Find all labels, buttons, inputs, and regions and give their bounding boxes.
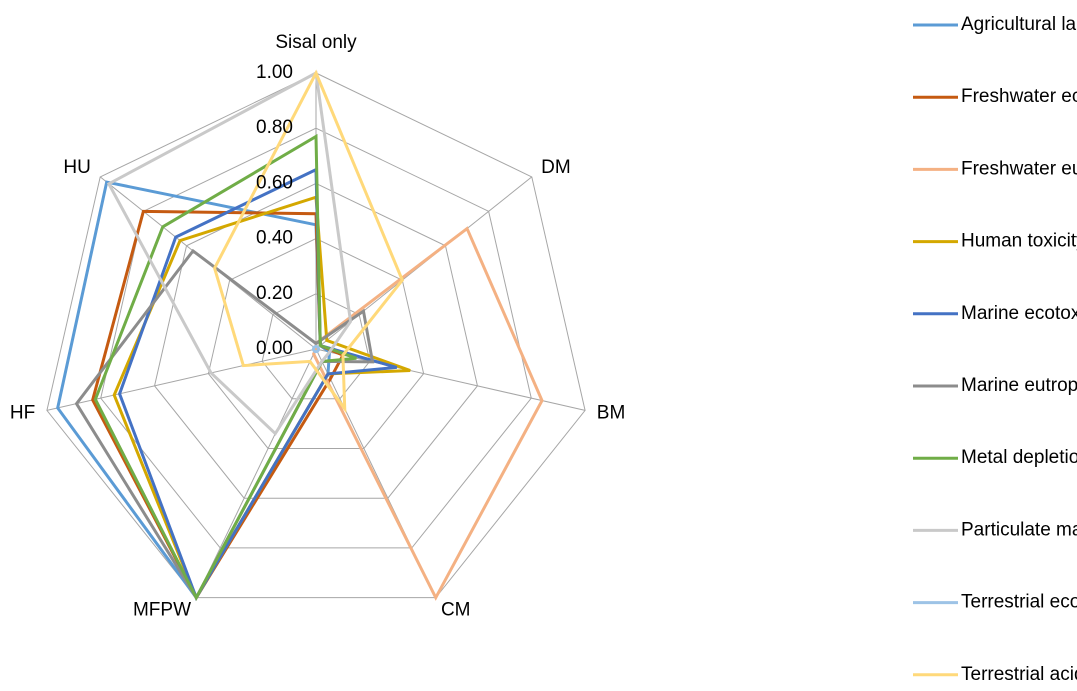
- grid-ring: [154, 182, 478, 499]
- legend-label: Terrestrial ecotoxicity: [961, 592, 1077, 613]
- axis-label: Sisal only: [275, 32, 357, 53]
- series-line: [93, 133, 357, 601]
- axis-label: CM: [441, 599, 471, 620]
- axis-label: HF: [10, 403, 35, 424]
- series-line: [106, 70, 353, 436]
- axis-label: HU: [63, 157, 90, 178]
- r-tick-label: 1.00: [256, 62, 293, 83]
- r-tick-label: 0.20: [256, 283, 293, 304]
- legend-label: Marine eutrophication: [961, 375, 1077, 396]
- legend-label: Marine ecotoxicity: [961, 303, 1077, 324]
- series-line: [311, 226, 544, 601]
- r-tick-label: 0.40: [256, 228, 293, 249]
- r-tick-label: 0.00: [256, 338, 293, 359]
- series-line: [212, 69, 405, 414]
- legend-label: Freshwater eutrophication: [961, 158, 1077, 179]
- r-tick-label: 0.80: [256, 117, 293, 138]
- r-tick-label: 0.60: [256, 172, 293, 193]
- axis-label: BM: [597, 403, 626, 424]
- grid-ring: [46, 72, 586, 599]
- legend-label: Freshwater ecotoxicity: [961, 86, 1077, 107]
- grid-ring: [261, 293, 371, 400]
- axis-label: MFPW: [133, 599, 191, 620]
- axis-label: DM: [541, 157, 571, 178]
- series-line: [311, 344, 321, 353]
- legend-label: Terrestrial acidification: [961, 664, 1077, 685]
- legend-label: Particulate matter formation: [961, 519, 1077, 540]
- legend-label: Agricultural land occupation: [961, 14, 1077, 35]
- legend-label: Human toxicity: [961, 231, 1077, 252]
- spoke: [195, 348, 317, 598]
- legend-label: Metal depletion: [961, 447, 1077, 468]
- grid-ring: [207, 238, 425, 449]
